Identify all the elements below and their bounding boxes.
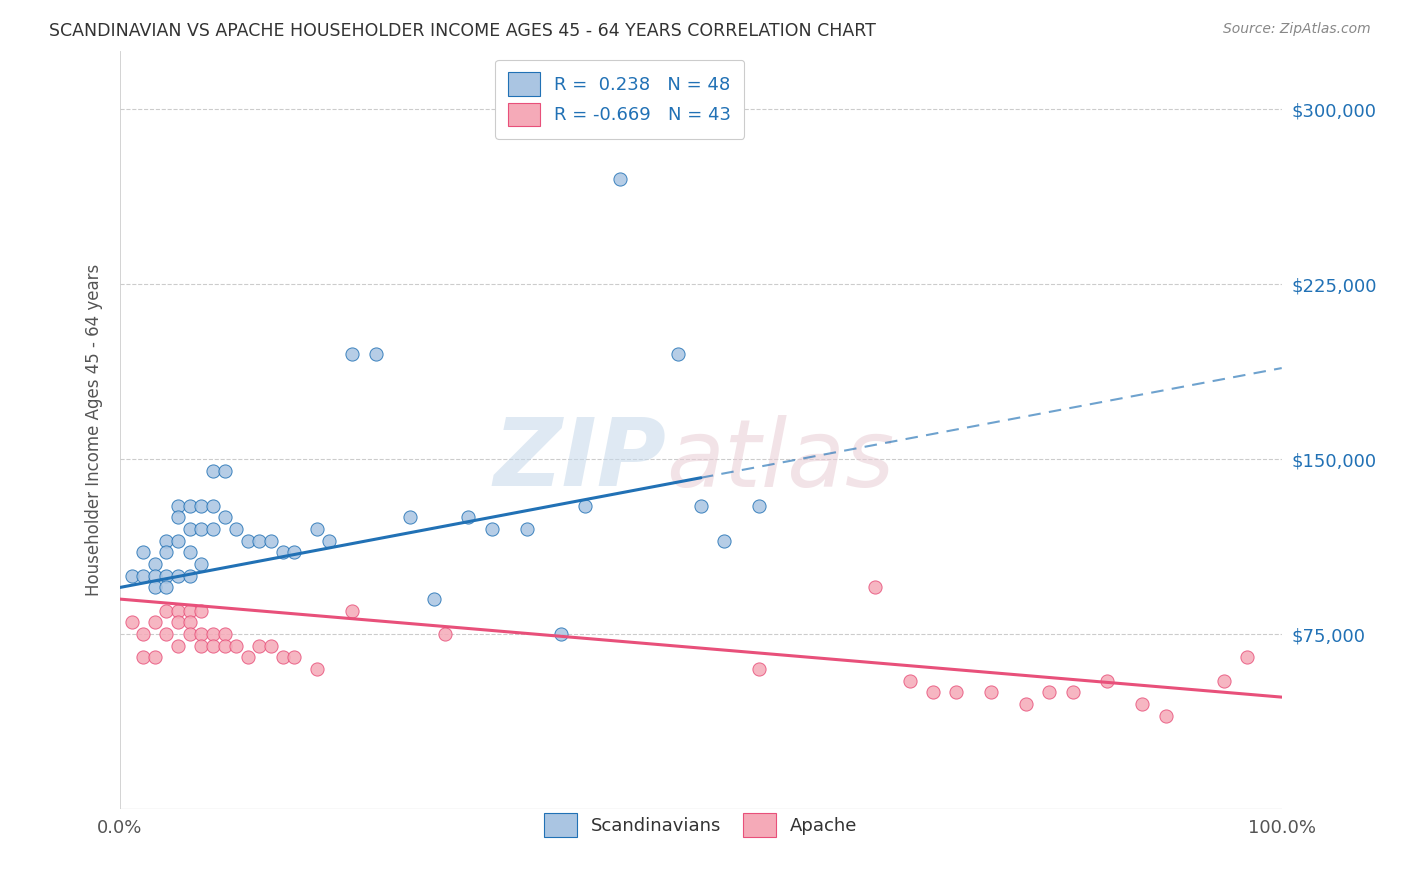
Point — [121, 568, 143, 582]
Point — [236, 650, 259, 665]
Point — [922, 685, 945, 699]
Text: SCANDINAVIAN VS APACHE HOUSEHOLDER INCOME AGES 45 - 64 YEARS CORRELATION CHART: SCANDINAVIAN VS APACHE HOUSEHOLDER INCOM… — [49, 22, 876, 40]
Point — [399, 510, 422, 524]
Point — [260, 639, 283, 653]
Point — [283, 545, 305, 559]
Point — [167, 510, 190, 524]
Point — [179, 627, 201, 641]
Point — [422, 592, 444, 607]
Point — [214, 639, 236, 653]
Point — [143, 557, 166, 571]
Point — [201, 499, 224, 513]
Point — [863, 581, 886, 595]
Point — [1130, 697, 1153, 711]
Point — [1236, 650, 1258, 665]
Point — [143, 650, 166, 665]
Point — [898, 673, 921, 688]
Point — [609, 172, 631, 186]
Point — [190, 522, 212, 536]
Point — [167, 604, 190, 618]
Point — [179, 615, 201, 630]
Point — [155, 627, 177, 641]
Point — [980, 685, 1002, 699]
Point — [155, 533, 177, 548]
Point — [434, 627, 457, 641]
Point — [748, 662, 770, 676]
Point — [190, 627, 212, 641]
Point — [748, 499, 770, 513]
Point — [201, 522, 224, 536]
Point — [201, 627, 224, 641]
Point — [342, 347, 364, 361]
Point — [307, 522, 329, 536]
Point — [307, 662, 329, 676]
Point — [1015, 697, 1038, 711]
Point — [155, 568, 177, 582]
Point — [225, 639, 247, 653]
Point — [190, 499, 212, 513]
Point — [179, 568, 201, 582]
Point — [143, 615, 166, 630]
Point — [550, 627, 572, 641]
Point — [190, 557, 212, 571]
Point — [179, 604, 201, 618]
Point — [271, 650, 294, 665]
Point — [1154, 708, 1177, 723]
Point — [260, 533, 283, 548]
Point — [1038, 685, 1060, 699]
Point — [167, 639, 190, 653]
Point — [574, 499, 596, 513]
Point — [121, 615, 143, 630]
Point — [1097, 673, 1119, 688]
Point — [283, 650, 305, 665]
Point — [132, 568, 155, 582]
Text: atlas: atlas — [666, 415, 894, 506]
Point — [167, 499, 190, 513]
Point — [201, 464, 224, 478]
Point — [214, 510, 236, 524]
Point — [190, 604, 212, 618]
Text: ZIP: ZIP — [494, 414, 666, 507]
Point — [201, 639, 224, 653]
Point — [167, 615, 190, 630]
Point — [132, 545, 155, 559]
Point — [167, 533, 190, 548]
Point — [155, 581, 177, 595]
Point — [689, 499, 711, 513]
Point — [179, 499, 201, 513]
Point — [167, 568, 190, 582]
Point — [190, 639, 212, 653]
Point — [247, 639, 270, 653]
Legend: Scandinavians, Apache: Scandinavians, Apache — [536, 805, 866, 846]
Point — [179, 522, 201, 536]
Point — [457, 510, 479, 524]
Point — [342, 604, 364, 618]
Point — [364, 347, 387, 361]
Point — [132, 650, 155, 665]
Point — [1212, 673, 1234, 688]
Point — [214, 627, 236, 641]
Point — [713, 533, 735, 548]
Point — [179, 545, 201, 559]
Point — [155, 604, 177, 618]
Point — [666, 347, 689, 361]
Point — [481, 522, 503, 536]
Point — [143, 568, 166, 582]
Text: Source: ZipAtlas.com: Source: ZipAtlas.com — [1223, 22, 1371, 37]
Point — [945, 685, 967, 699]
Point — [143, 581, 166, 595]
Point — [1062, 685, 1084, 699]
Point — [271, 545, 294, 559]
Y-axis label: Householder Income Ages 45 - 64 years: Householder Income Ages 45 - 64 years — [86, 264, 103, 596]
Point — [155, 545, 177, 559]
Point — [214, 464, 236, 478]
Point — [236, 533, 259, 548]
Point — [247, 533, 270, 548]
Point — [516, 522, 538, 536]
Point — [318, 533, 340, 548]
Point — [225, 522, 247, 536]
Point — [132, 627, 155, 641]
